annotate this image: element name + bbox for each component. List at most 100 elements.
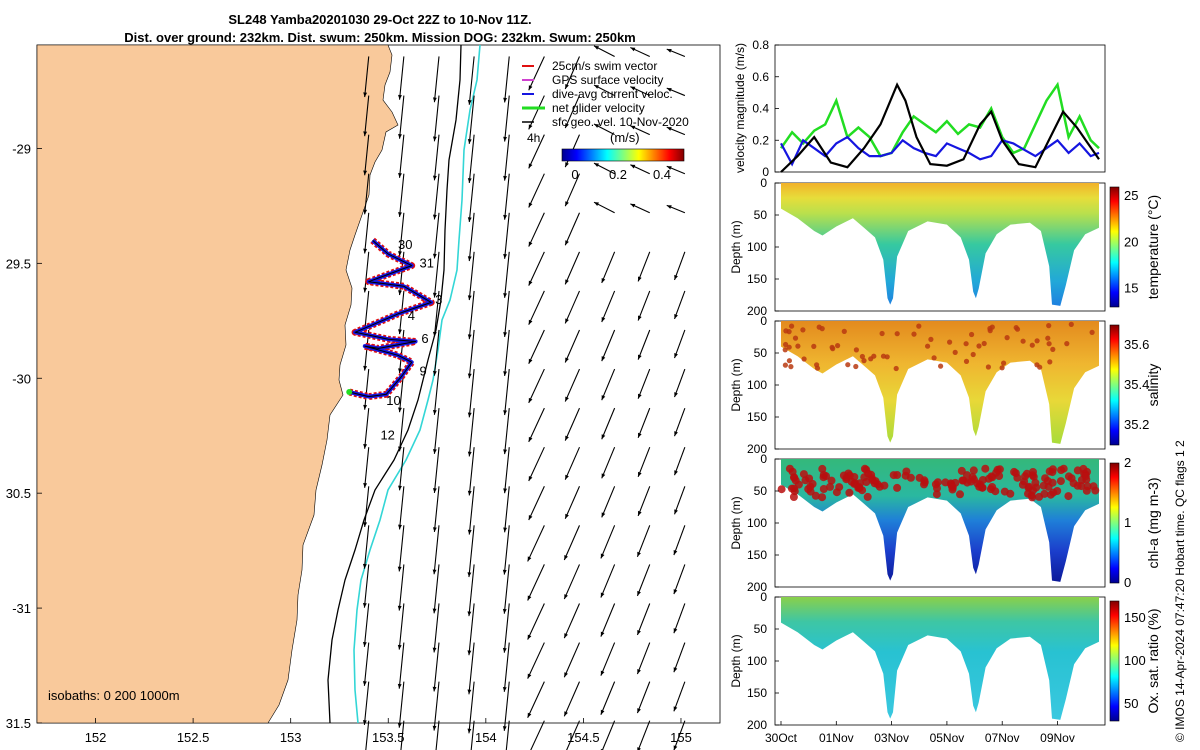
current-vector: [564, 212, 581, 246]
current-vector: [636, 603, 651, 636]
current-vector-head: [528, 241, 533, 247]
current-vector-head: [467, 256, 472, 262]
section-sample-dot: [785, 464, 794, 473]
section-sample-dot: [889, 471, 898, 480]
section-sample-dot: [969, 331, 975, 338]
velocity-ytick-label: 0: [762, 165, 769, 179]
current-vector-head: [432, 569, 437, 575]
current-vector-head: [528, 319, 533, 325]
colorbar-tick-label: 35.6: [1124, 337, 1149, 352]
current-vector-head: [637, 747, 641, 750]
current-vector-head: [637, 551, 641, 557]
current-vector-head: [674, 353, 678, 359]
current-vector: [601, 486, 616, 518]
section-sample-dot: [1041, 474, 1050, 483]
map-ytick-label: 30.5: [6, 486, 31, 501]
current-vector-head: [564, 594, 568, 600]
current-vector: [468, 369, 475, 418]
current-vector: [364, 173, 370, 215]
section-sample-dot: [1028, 493, 1037, 502]
current-vector-head: [666, 88, 672, 92]
current-vector-head: [637, 708, 641, 714]
day-label: 9: [419, 363, 426, 378]
section-sample-dot: [845, 471, 854, 480]
figure-title-line2: Dist. over ground: 232km. Dist. swum: 25…: [124, 30, 636, 45]
section-sample-dot: [880, 353, 887, 359]
colorbar-tick-label: 15: [1124, 281, 1138, 296]
current-vector-head: [467, 99, 472, 105]
current-vector-head: [638, 276, 642, 282]
current-vector: [503, 564, 510, 614]
current-vector: [364, 212, 370, 254]
section-sample-dot: [801, 476, 810, 485]
current-vector-head: [528, 436, 533, 442]
current-vector-head: [502, 647, 507, 653]
section-sample-dot: [777, 485, 786, 494]
current-vector-head: [630, 86, 636, 91]
current-vector: [563, 564, 581, 600]
section-ytick-label: 150: [747, 548, 767, 562]
map-ytick-label: -31: [12, 601, 31, 616]
current-vector-head: [397, 644, 402, 650]
current-vector: [433, 134, 440, 181]
current-vector: [468, 173, 475, 223]
current-vector: [468, 95, 475, 144]
section-sample-dot: [992, 468, 1001, 477]
current-vector-head: [673, 628, 678, 634]
map-legend: 25cm/s swim vector GPS surface velocity …: [522, 59, 689, 182]
section-colorbar: [1109, 600, 1120, 722]
section-sample-dot: [826, 482, 834, 491]
section-sample-dot: [788, 364, 794, 370]
section-sample-dot: [938, 363, 944, 369]
section-ytick-label: 100: [747, 654, 767, 668]
current-vector: [504, 408, 510, 455]
section-ytick-label: 100: [747, 240, 767, 254]
current-vector: [636, 642, 651, 675]
section-sample-dot: [1029, 468, 1037, 476]
map-xtick-label: 154.5: [567, 730, 600, 745]
section-sample-dot: [1046, 341, 1052, 347]
current-vector: [433, 447, 440, 493]
map-xtick-label: 152.5: [177, 730, 210, 745]
current-vector-head: [630, 47, 636, 52]
section-ylabel: Depth (m): [729, 358, 743, 411]
current-vector: [399, 134, 405, 178]
current-vector: [433, 642, 440, 692]
current-vector: [504, 173, 510, 220]
current-vector-head: [363, 248, 368, 254]
current-vector-head: [503, 527, 508, 533]
section-ytick-label: 200: [747, 580, 767, 594]
current-vector: [600, 603, 616, 637]
section-sample-dot: [1046, 323, 1052, 329]
section-sample-dot: [985, 364, 992, 370]
section-sample-dot: [975, 482, 984, 491]
section-ylabel: Depth (m): [729, 496, 743, 549]
day-labels: 30 31 3 46 9 10 12: [380, 237, 442, 443]
current-vector-head: [593, 84, 599, 89]
current-vector: [504, 486, 510, 533]
current-vector-head: [502, 569, 507, 575]
section-xtick-label: 05Nov: [930, 731, 965, 745]
map-ytick-label: 31.5: [6, 716, 31, 731]
current-vector: [364, 134, 370, 176]
section-sample-dot: [819, 471, 828, 479]
current-vector-head: [528, 515, 533, 521]
current-vector-head: [503, 488, 508, 494]
current-vector-head: [666, 205, 672, 209]
isobaths-label: isobaths: 0 200 1000m: [48, 688, 180, 703]
section-sample-dot: [845, 488, 854, 497]
section-sample-dot: [792, 335, 799, 341]
current-vector-head: [432, 214, 437, 220]
section-sample-dot: [1077, 482, 1086, 491]
current-vector: [398, 564, 405, 611]
current-vector-head: [600, 553, 605, 559]
current-vector-head: [467, 451, 472, 457]
section-sample-dot: [931, 355, 937, 361]
current-vector: [528, 407, 545, 443]
current-vector-head: [565, 357, 569, 363]
section-sample-dot: [1018, 480, 1027, 489]
current-vector-head: [637, 669, 641, 675]
section-sample-dot: [967, 477, 975, 486]
current-vector-head: [666, 166, 672, 170]
